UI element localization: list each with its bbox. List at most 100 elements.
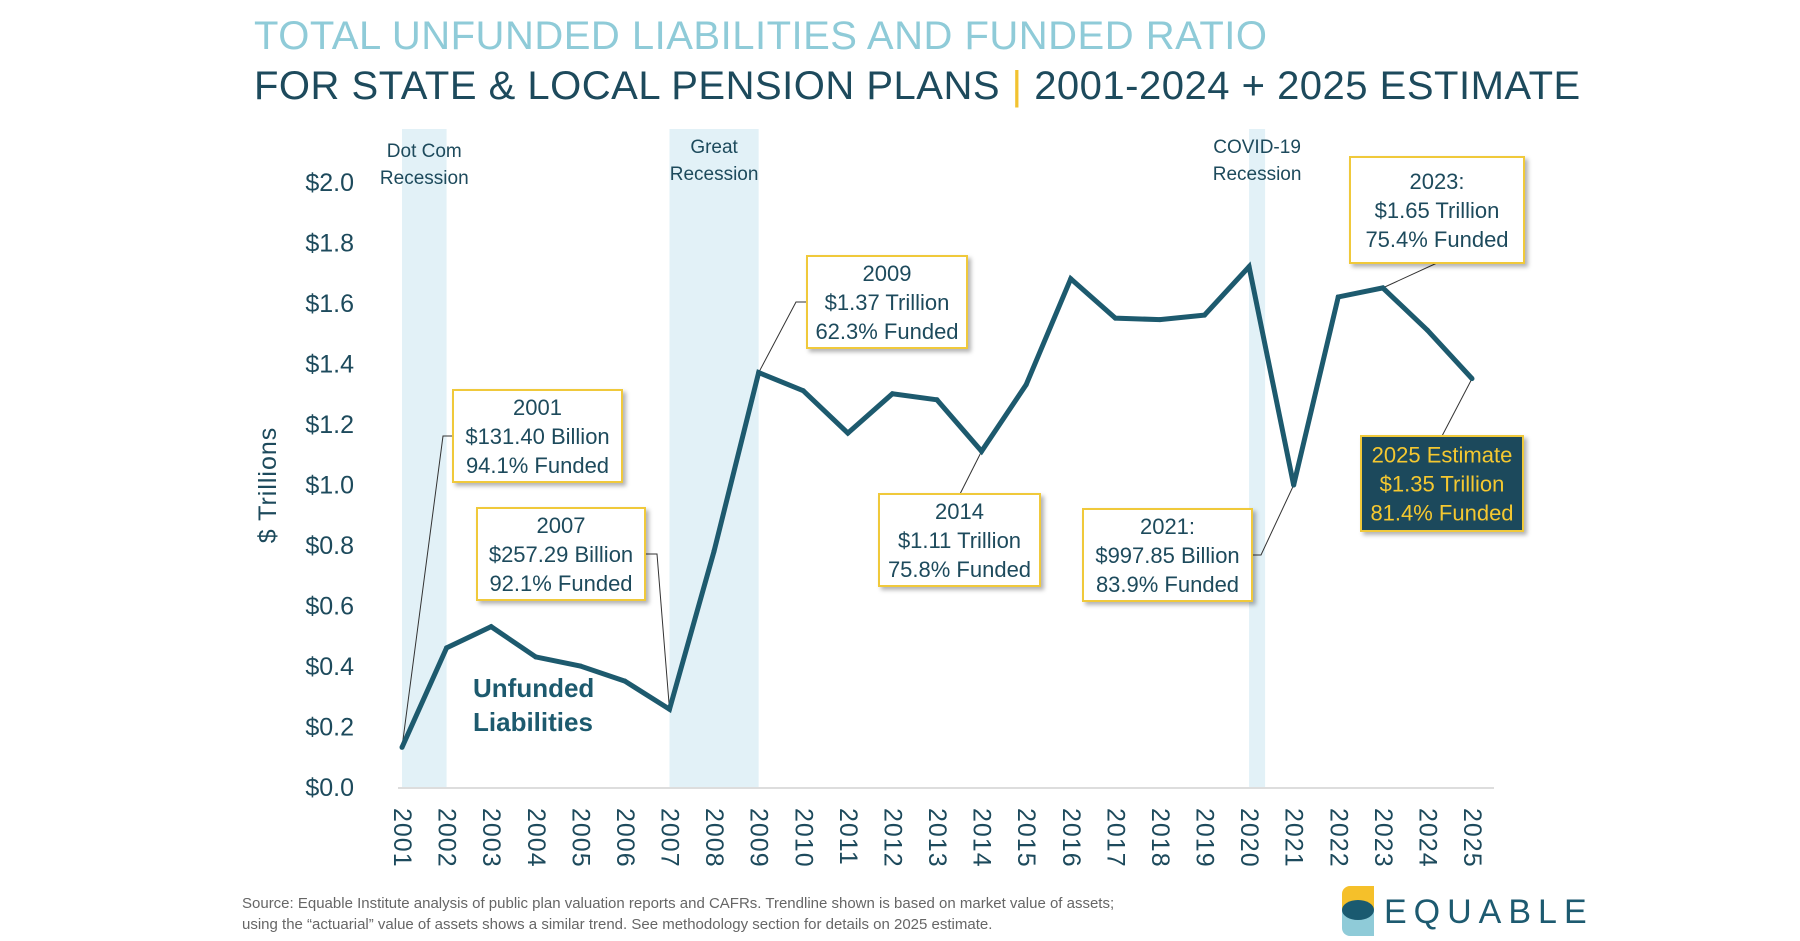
x-tick-label: 2020 [1235,808,1263,868]
x-tick-label: 2010 [789,808,817,868]
equable-logo-icon [1342,886,1374,936]
data-point [488,624,494,630]
x-tick-label: 2008 [700,808,728,868]
data-point [889,391,895,397]
callout-text: $1.37 Trillion [825,290,950,315]
recession-label: Recession [670,164,759,185]
data-point [1424,327,1430,333]
callout-text: 2021: [1140,514,1195,539]
data-point [1335,294,1341,300]
x-tick-label: 2004 [522,808,550,868]
x-tick-label: 2012 [878,808,906,868]
data-point [577,663,583,669]
y-tick-label: $0.2 [305,714,354,742]
recession-label: Great [690,137,738,158]
data-point [1246,264,1252,270]
y-tick-label: $1.8 [305,230,354,258]
callout-text: $997.85 Billion [1095,543,1239,568]
x-tick-label: 2017 [1101,808,1129,868]
callout-box [1082,508,1253,602]
x-tick-label: 2003 [477,808,505,868]
callout-text: 2014 [935,499,984,524]
subtitle-right: 2001-2024 + 2025 ESTIMATE [1034,64,1581,108]
x-tick-label: 2023 [1369,808,1397,868]
callout-text: $257.29 Billion [489,542,633,567]
x-tick-label: 2013 [923,808,951,868]
x-tick-label: 2001 [388,808,416,868]
y-tick-label: $0.4 [305,653,354,681]
data-point [533,654,539,660]
y-tick-label: $1.2 [305,411,354,439]
data-point [1112,315,1118,321]
chart-title: TOTAL UNFUNDED LIABILITIES AND FUNDED RA… [254,14,1268,58]
x-tick-label: 2016 [1057,808,1085,868]
data-point [1157,317,1163,323]
data-point [444,645,450,651]
callout-text: 83.9% Funded [1096,572,1239,597]
data-point [934,397,940,403]
recession-band [402,129,447,787]
data-point [1380,285,1386,291]
y-tick-label: $2.0 [305,169,354,197]
data-point [399,744,405,750]
callout-leader-line [645,553,670,710]
callout-leader-line [1441,378,1473,437]
x-tick-label: 2018 [1146,808,1174,868]
callout-box [1360,435,1524,532]
series-label: Unfunded [473,673,594,703]
source-note: Source: Equable Institute analysis of pu… [242,893,1302,935]
y-tick-label: $1.0 [305,472,354,500]
x-tick-label: 2024 [1413,808,1441,868]
data-point [1202,312,1207,318]
recession-band [1249,129,1266,787]
callout-text: 92.1% Funded [489,571,632,596]
callout-text: 75.4% Funded [1365,227,1508,252]
callout-text: $1.11 Trillion [898,528,1021,553]
x-tick-label: 2021 [1280,808,1308,868]
data-point [756,370,762,376]
data-point [711,548,717,554]
callout-text: 81.4% Funded [1370,501,1513,526]
subtitle-left: FOR STATE & LOCAL PENSION PLANS [254,64,1001,108]
x-tick-label: 2022 [1324,808,1352,868]
y-tick-label: $0.6 [305,593,354,621]
y-tick-label: $0.8 [305,532,354,560]
recession-label: Recession [380,168,469,189]
y-tick-label: $1.6 [305,290,354,318]
recession-label: Recession [1213,164,1302,185]
callout-text: 2001 [513,395,562,420]
x-tick-label: 2019 [1191,808,1219,868]
callout-leader-line [1252,484,1295,556]
data-point [800,388,806,394]
data-point [1023,382,1029,388]
recession-label: COVID-19 [1213,137,1301,158]
callout-text: 62.3% Funded [815,319,958,344]
data-point [667,706,672,712]
logo-text: EQUABLE [1384,893,1594,931]
x-tick-label: 2014 [968,808,996,868]
callout-text: 2025 Estimate [1372,443,1513,468]
callout-text: 2023: [1409,169,1464,194]
y-axis-label: $ Trillions [254,427,282,544]
x-tick-label: 2002 [433,808,461,868]
callout-leader-line [1382,262,1438,289]
callout-box [878,493,1041,587]
data-point [1068,276,1074,282]
recession-band [669,129,759,787]
callout-text: $131.40 Billion [465,424,609,449]
x-tick-label: 2009 [745,808,773,868]
callout-text: 2007 [537,513,586,538]
x-tick-label: 2006 [611,808,639,868]
callout-text: $1.65 Trillion [1375,198,1500,223]
y-tick-label: $0.0 [305,774,354,802]
chart-subtitle: FOR STATE & LOCAL PENSION PLANS | 2001-2… [254,64,1581,109]
callout-text: $1.35 Trillion [1380,472,1505,497]
callout-leader-line [959,450,983,495]
data-point [1291,482,1297,488]
callout-leader-line [758,301,807,373]
callout-box [476,507,646,601]
data-point [845,430,851,436]
source-line-1: Source: Equable Institute analysis of pu… [242,895,1115,912]
x-tick-label: 2007 [656,808,684,868]
